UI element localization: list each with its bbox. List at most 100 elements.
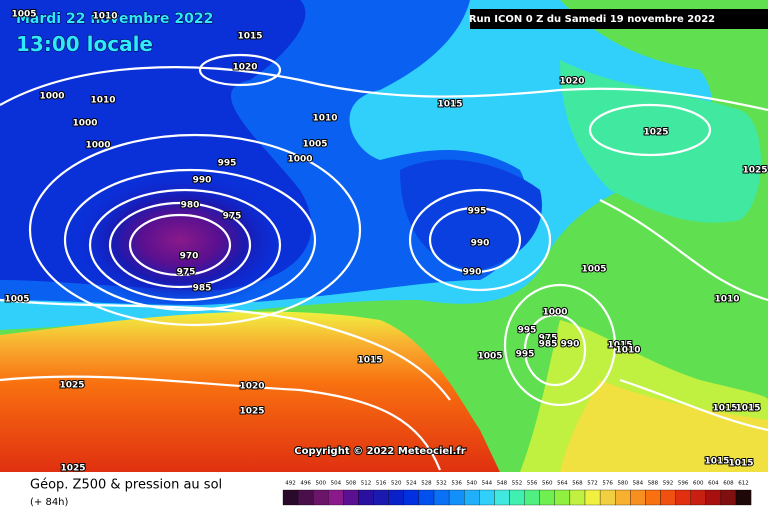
isobar-label: 1025: [742, 166, 767, 176]
isobar-label: 990: [471, 239, 490, 249]
isobar-label: 975: [223, 212, 242, 222]
legend-label: 540: [467, 481, 478, 487]
legend-label: 584: [633, 481, 644, 487]
legend-label: 560: [542, 481, 553, 487]
legend-swatch: [630, 489, 646, 506]
date-label: Mardi 22 novembre 2022: [16, 11, 213, 27]
time-label: 13:00 locale: [16, 32, 153, 56]
legend-swatch: [720, 489, 737, 506]
legend-label: 500: [316, 481, 327, 487]
isobar-label: 1000: [287, 155, 312, 165]
isobar-label: 1015: [607, 341, 632, 351]
legend-swatch: [569, 489, 586, 506]
legend-label: 548: [497, 481, 508, 487]
legend-label: 556: [527, 481, 538, 487]
isobar-label: 1005: [302, 140, 327, 150]
isobar-label: 1005: [477, 352, 502, 362]
isobar-label: 1020: [559, 77, 584, 87]
isobar-label: 1010: [615, 346, 640, 356]
isobar-lines: [0, 53, 768, 471]
blue-zone-2: [400, 159, 542, 270]
isobar-label: 1015: [237, 32, 262, 42]
yellow-zone: [560, 380, 768, 472]
legend-swatch: [660, 489, 676, 506]
copyright: Copyright © 2022 Meteociel.fr: [294, 446, 465, 457]
legend-swatch: [615, 489, 631, 506]
isobar-label: 1015: [735, 404, 760, 414]
isobar-label: 1000: [39, 92, 64, 102]
legend-swatch: [675, 489, 691, 506]
legend-swatch: [433, 489, 450, 506]
legend-label: 492: [285, 481, 296, 487]
footer-title: Géop. Z500 & pression au sol: [30, 478, 222, 493]
isobar-label: 995: [516, 350, 535, 360]
legend-swatch: [328, 489, 344, 506]
legend-swatch: [599, 489, 616, 506]
isobar-label: 1010: [90, 96, 115, 106]
isobar-label: 1020: [239, 382, 264, 392]
legend-swatch: [388, 489, 404, 506]
legend-label: 512: [361, 481, 372, 487]
legend-swatch: [418, 489, 435, 506]
isobar-label: 975: [177, 268, 196, 278]
legend-label: 544: [482, 481, 493, 487]
isobar-label: 1005: [581, 265, 606, 275]
legend-label: 532: [436, 481, 447, 487]
isobar-label: 1010: [312, 114, 337, 124]
isobar-label: 1005: [11, 10, 36, 20]
legend-label: 596: [678, 481, 689, 487]
isobar-label: 995: [218, 159, 237, 169]
legend-swatch: [313, 489, 329, 506]
legend-label: 516: [376, 481, 387, 487]
isobar-label: 1015: [728, 459, 753, 469]
legend-label: 552: [512, 481, 523, 487]
isobar-label: 990: [193, 176, 212, 186]
legend-label: 528: [421, 481, 432, 487]
legend-swatch: [735, 489, 752, 506]
legend-swatch: [464, 489, 480, 506]
legend-swatch: [373, 489, 389, 506]
isobar-label: 1025: [60, 464, 85, 474]
isobar-label: 1020: [232, 63, 257, 73]
legend-label: 604: [708, 481, 719, 487]
isobar-label: 995: [468, 207, 487, 217]
legend-swatch: [297, 489, 314, 506]
legend-swatch: [554, 489, 571, 506]
legend-swatch: [358, 489, 374, 506]
legend-label: 580: [618, 481, 629, 487]
legend-label: 496: [300, 481, 311, 487]
legend-label: 608: [723, 481, 734, 487]
legend-label: 600: [693, 481, 704, 487]
legend-label: 572: [587, 481, 598, 487]
legend-swatch: [403, 489, 420, 506]
run-label: Run ICON 0 Z du Samedi 19 novembre 2022: [469, 14, 715, 25]
isobar-label: 1000: [542, 308, 567, 318]
warm-zone: [0, 311, 500, 472]
legend-swatch: [539, 489, 555, 506]
legend-swatch: [584, 489, 601, 506]
footer-lead: (+ 84h): [30, 497, 69, 508]
legend-label: 588: [648, 481, 659, 487]
legend-label: 592: [663, 481, 674, 487]
color-legend: 492 496 500 504 508 512 516 520 524 528 532 536 540 5…: [282, 481, 752, 506]
legend-label: 564: [557, 481, 568, 487]
isobar-label: 1005: [4, 295, 29, 305]
isobar-label: 1010: [92, 12, 117, 22]
isobar-label: 1025: [239, 407, 264, 417]
isobar-label: 1025: [59, 381, 84, 391]
legend-label: 576: [602, 481, 613, 487]
legend-label: 508: [346, 481, 357, 487]
legend-swatch: [645, 489, 661, 506]
legend-swatch: [494, 489, 510, 506]
legend-label: 524: [406, 481, 417, 487]
isobar-label: 975: [539, 334, 558, 344]
isobar-label: 980: [181, 201, 200, 211]
legend-label: 536: [451, 481, 462, 487]
isobar-label: 1015: [437, 100, 462, 110]
legend-swatch: [509, 489, 525, 506]
legend-swatch: [524, 489, 540, 506]
legend-label: 612: [738, 481, 749, 487]
legend-swatch: [448, 489, 465, 506]
